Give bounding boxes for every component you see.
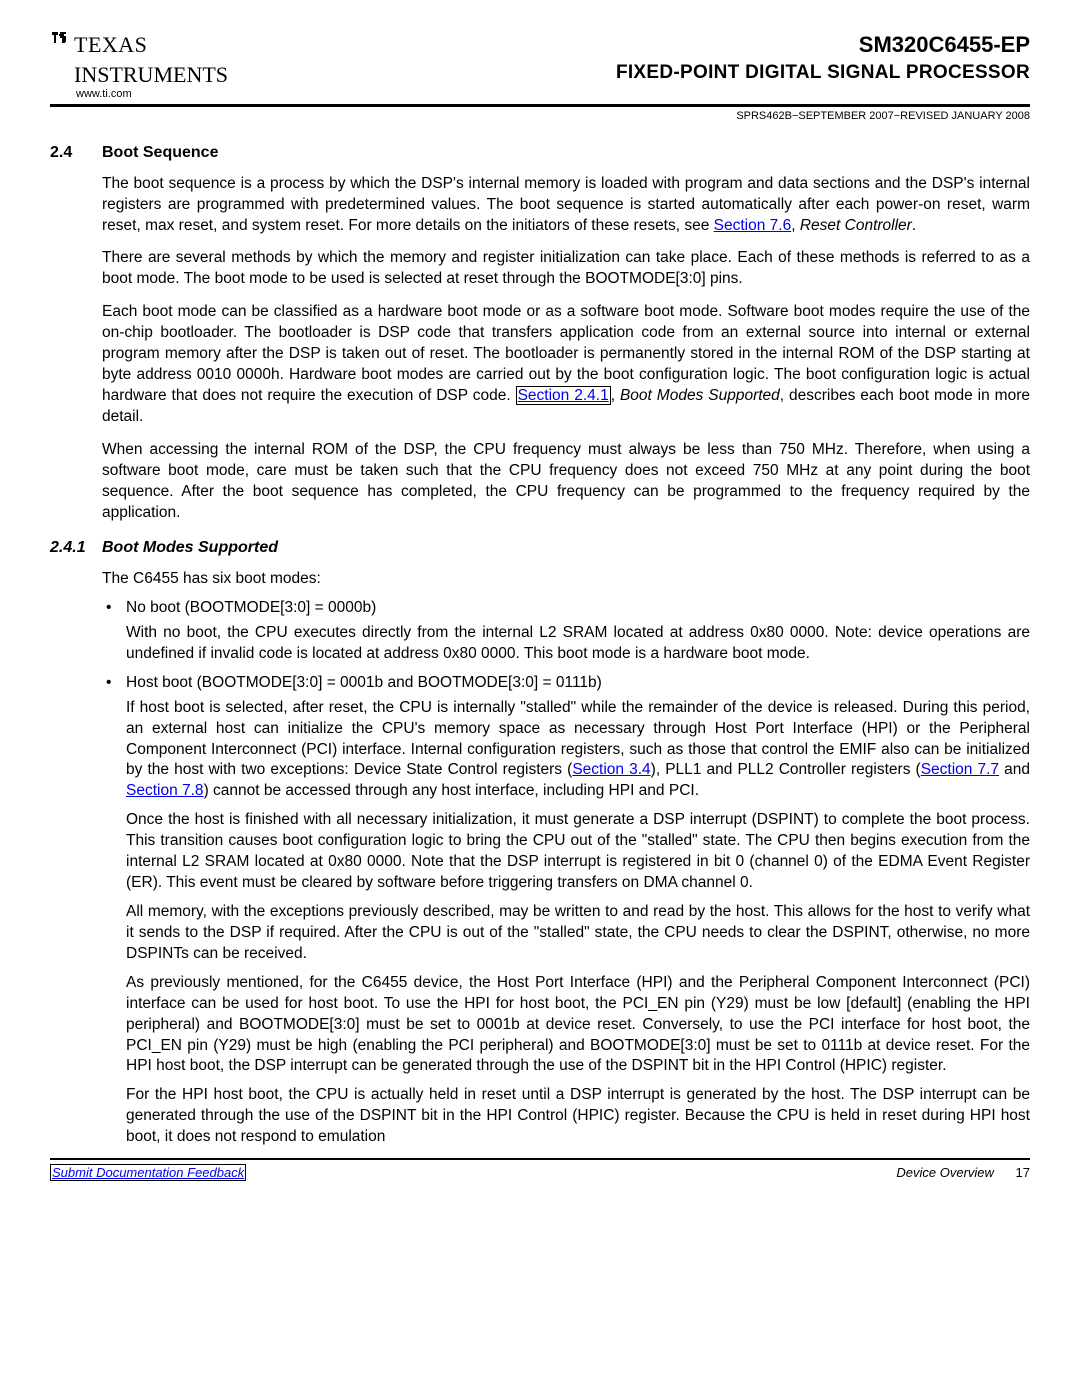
item1-head: No boot (BOOTMODE[3:0] = 0000b) [126,598,1030,619]
text: ), PLL1 and PLL2 Controller registers ( [651,761,921,778]
subsection-number: 2.4.1 [50,537,102,559]
doc-subtitle: FIXED-POINT DIGITAL SIGNAL PROCESSOR [616,60,1030,86]
header-rule [50,104,1030,107]
section-heading: 2.4 Boot Sequence [50,142,1030,164]
doc-title-block: SM320C6455-EP FIXED-POINT DIGITAL SIGNAL… [616,30,1030,85]
subsection-body: The C6455 has six boot modes: No boot (B… [102,569,1030,1148]
subsection-heading: 2.4.1 Boot Modes Supported [50,537,1030,559]
item2-p1: If host boot is selected, after reset, t… [126,698,1030,803]
item1-body: With no boot, the CPU executes directly … [126,623,1030,665]
para-3: Each boot mode can be classified as a ha… [102,302,1030,428]
footer-right: Device Overview 17 [896,1164,1030,1182]
para-2: There are several methods by which the m… [102,248,1030,290]
boot-mode-list: No boot (BOOTMODE[3:0] = 0000b) With no … [102,598,1030,1148]
subsection-title: Boot Modes Supported [102,537,278,559]
item2-p2: Once the host is finished with all neces… [126,810,1030,894]
feedback-link[interactable]: Submit Documentation Feedback [50,1164,246,1181]
logo-line2: INSTRUMENTS [74,62,228,87]
ti-logo-icon [50,28,72,54]
text: and [999,761,1030,778]
text: , [611,387,620,404]
logo-block: TEXAS INSTRUMENTS www.ti.com [50,30,228,102]
item2-p4: As previously mentioned, for the C6455 d… [126,973,1030,1078]
logo-text: TEXAS INSTRUMENTS [74,30,228,89]
para-4: When accessing the internal ROM of the D… [102,440,1030,524]
footer-rule [50,1158,1030,1160]
footer-left: Submit Documentation Feedback [50,1164,246,1182]
page-header: TEXAS INSTRUMENTS www.ti.com SM320C6455-… [50,30,1030,102]
text-ital: Boot Modes Supported [620,387,780,404]
footer-section-label: Device Overview [896,1165,994,1180]
section-body: The boot sequence is a process by which … [102,174,1030,524]
doc-id: SPRS462B−SEPTEMBER 2007−REVISED JANUARY … [50,109,1030,124]
item2-p3: All memory, with the exceptions previous… [126,902,1030,965]
link-section-7-8[interactable]: Section 7.8 [126,782,204,799]
section-title: Boot Sequence [102,142,218,164]
text: , [791,217,800,234]
sub-intro: The C6455 has six boot modes: [102,569,1030,590]
list-item: Host boot (BOOTMODE[3:0] = 0001b and BOO… [102,673,1030,1148]
doc-title: SM320C6455-EP [616,30,1030,60]
logo-brand: TEXAS INSTRUMENTS [50,30,228,89]
text-ital: Reset Controller [800,217,912,234]
link-section-2-4-1[interactable]: Section 2.4.1 [516,386,611,405]
item2-body: If host boot is selected, after reset, t… [126,698,1030,1148]
list-item: No boot (BOOTMODE[3:0] = 0000b) With no … [102,598,1030,665]
text: ) cannot be accessed through any host in… [204,782,699,799]
para-1: The boot sequence is a process by which … [102,174,1030,237]
page-number: 17 [1016,1165,1030,1180]
logo-line1: TEXAS [74,32,147,57]
link-section-7-7[interactable]: Section 7.7 [921,761,999,778]
item2-head: Host boot (BOOTMODE[3:0] = 0001b and BOO… [126,673,1030,694]
link-section-3-4[interactable]: Section 3.4 [572,761,650,778]
text: . [912,217,916,234]
section-number: 2.4 [50,142,102,164]
text: With no boot, the CPU executes directly … [126,623,1030,665]
link-section-7-6[interactable]: Section 7.6 [714,217,792,234]
logo-url[interactable]: www.ti.com [76,87,228,102]
page-footer: Submit Documentation Feedback Device Ove… [50,1164,1030,1182]
item2-p5: For the HPI host boot, the CPU is actual… [126,1085,1030,1148]
